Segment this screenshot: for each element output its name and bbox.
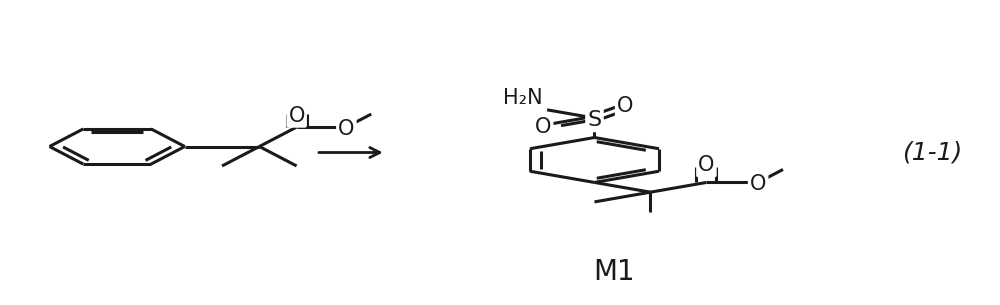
Text: (1-1): (1-1) [902,141,963,164]
Text: O: O [617,96,633,116]
Text: H₂N: H₂N [503,88,542,108]
Text: O: O [338,119,355,139]
Text: M1: M1 [594,258,635,286]
Text: S: S [587,110,602,130]
Text: O: O [698,155,715,175]
Text: O: O [288,106,305,126]
Text: O: O [535,117,551,137]
Text: O: O [750,174,766,195]
